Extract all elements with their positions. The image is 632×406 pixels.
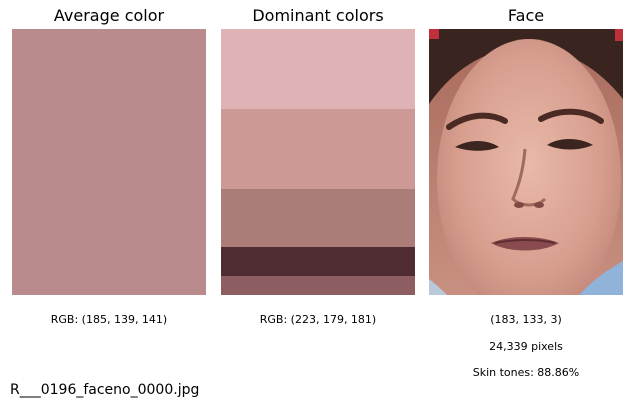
dominant-color-rgb-caption: RGB: (223, 179, 181) (259, 313, 377, 326)
average-color-title: Average color (53, 6, 165, 25)
face-title: Face (507, 6, 545, 25)
dominant-colors-title: Dominant colors (252, 6, 384, 25)
dominant-color-band (221, 247, 415, 277)
face-color-caption: (183, 133, 3) (490, 313, 562, 326)
dominant-colors-swatch (221, 29, 415, 295)
dominant-color-band (221, 276, 415, 295)
skin-tone-percentage-caption: Skin tones: 88.86% (472, 366, 580, 379)
dominant-color-band (221, 29, 415, 109)
average-color-rgb-caption: RGB: (185, 139, 141) (50, 313, 168, 326)
face-pixel-count-caption: 24,339 pixels (489, 340, 563, 353)
dominant-color-band (221, 108, 415, 189)
face-image (429, 29, 623, 295)
average-color-swatch (12, 29, 206, 295)
dominant-color-band (221, 188, 415, 248)
image-filename: R___0196_faceno_0000.jpg (10, 382, 200, 398)
